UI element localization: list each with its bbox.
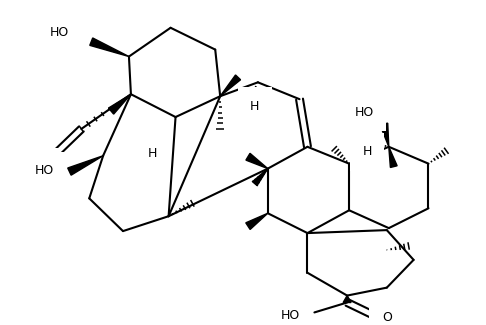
Polygon shape xyxy=(246,213,268,229)
Text: HO: HO xyxy=(355,106,374,119)
Text: O: O xyxy=(382,311,392,324)
Polygon shape xyxy=(380,123,389,147)
Polygon shape xyxy=(108,94,131,114)
Text: O: O xyxy=(37,160,47,173)
Polygon shape xyxy=(343,295,351,303)
Polygon shape xyxy=(220,75,241,96)
Polygon shape xyxy=(68,156,103,175)
Text: HO: HO xyxy=(50,26,69,39)
Text: H: H xyxy=(148,147,157,160)
Text: H: H xyxy=(250,100,260,113)
Text: H: H xyxy=(362,145,372,158)
Text: HO: HO xyxy=(35,164,53,177)
Polygon shape xyxy=(246,153,268,169)
Text: HO: HO xyxy=(280,309,299,322)
Polygon shape xyxy=(389,147,397,167)
Polygon shape xyxy=(253,169,268,186)
Polygon shape xyxy=(90,38,129,57)
